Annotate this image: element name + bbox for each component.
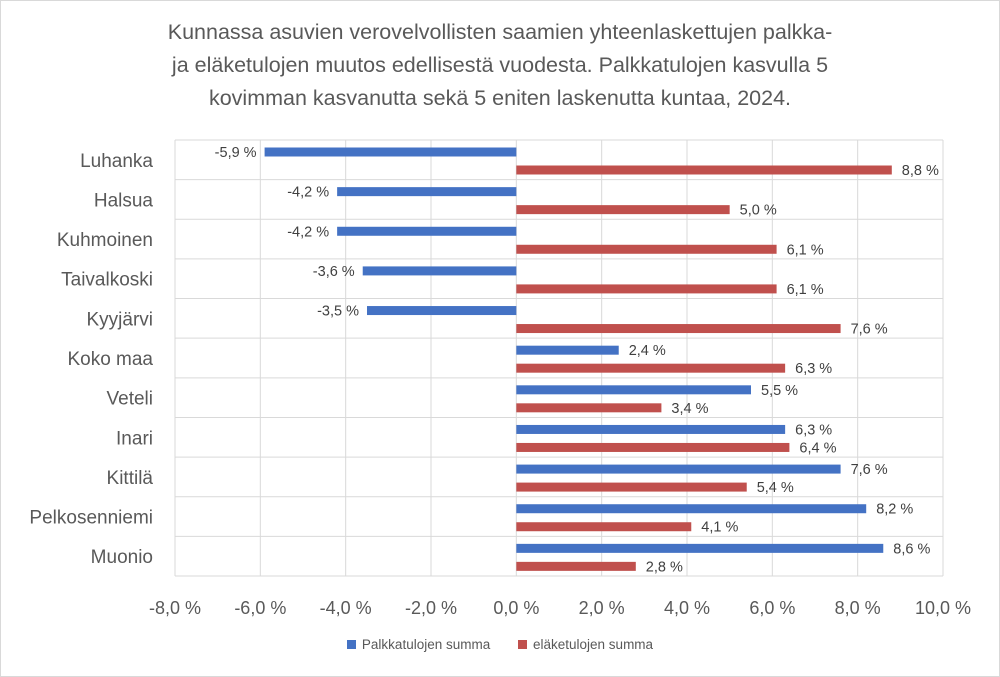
bar-elaketulot (516, 522, 692, 532)
category-label: Kittilä (107, 468, 154, 489)
data-label-palkkatulot: 6,3 % (795, 422, 832, 438)
x-tick-label: 0,0 % (493, 598, 539, 618)
bar-elaketulot (516, 205, 730, 215)
bar-palkkatulot (264, 147, 517, 157)
bar-elaketulot (516, 363, 786, 373)
x-tick-label: 2,0 % (579, 598, 625, 618)
data-label-elaketulot: 5,4 % (757, 480, 794, 496)
data-label-palkkatulot: -4,2 % (287, 185, 329, 201)
x-tick-label: 8,0 % (835, 598, 881, 618)
x-tick-label: -4,0 % (320, 598, 372, 618)
x-tick-label: 4,0 % (664, 598, 710, 618)
bar-elaketulot (516, 403, 662, 413)
x-tick-label: -6,0 % (234, 598, 286, 618)
legend-swatch-pensions (518, 639, 527, 649)
data-label-palkkatulot: 2,4 % (629, 343, 666, 359)
bar-elaketulot (516, 442, 790, 452)
data-label-elaketulot: 3,4 % (671, 401, 708, 417)
category-label: Muonio (91, 547, 153, 568)
data-label-palkkatulot: 7,6 % (851, 462, 888, 478)
data-label-elaketulot: 6,1 % (787, 242, 824, 258)
data-label-palkkatulot: 5,5 % (761, 383, 798, 399)
data-label-elaketulot: 6,3 % (795, 361, 832, 377)
bar-elaketulot (516, 284, 777, 294)
bar-palkkatulot (516, 543, 884, 553)
data-label-palkkatulot: -4,2 % (287, 224, 329, 240)
legend-item-pensions[interactable]: eläketulojen summa (518, 637, 653, 652)
bar-palkkatulot (362, 266, 517, 276)
data-label-palkkatulot: -3,5 % (317, 304, 359, 320)
bar-palkkatulot (516, 385, 751, 395)
bar-palkkatulot (516, 504, 867, 514)
bar-palkkatulot (337, 226, 517, 236)
chart-title-line: Kunnassa asuvien verovelvollisten saamie… (167, 20, 833, 44)
legend-item-wages[interactable]: Palkkatulojen summa (346, 637, 491, 652)
chart-title: Kunnassa asuvien verovelvollisten saamie… (60, 16, 940, 115)
bar-palkkatulot (516, 424, 786, 434)
legend-swatch-wages (346, 639, 356, 649)
data-label-elaketulot: 6,4 % (799, 440, 836, 456)
bar-palkkatulot (516, 464, 841, 474)
x-tick-label: 10,0 % (915, 598, 971, 618)
category-label: Kuhmoinen (57, 230, 153, 251)
data-label-elaketulot: 5,0 % (740, 203, 777, 219)
bar-elaketulot (516, 165, 892, 175)
data-label-elaketulot: 6,1 % (787, 282, 824, 298)
data-label-palkkatulot: -3,6 % (313, 264, 355, 280)
data-label-elaketulot: 8,8 % (902, 163, 939, 179)
legend-label-pensions: eläketulojen summa (533, 637, 654, 652)
x-tick-label: -2,0 % (405, 598, 457, 618)
category-label: Luhanka (80, 151, 153, 172)
bar-elaketulot (516, 561, 636, 571)
data-label-elaketulot: 7,6 % (851, 322, 888, 338)
legend-label-wages: Palkkatulojen summa (361, 637, 491, 652)
chart-title-line: ja eläketulojen muutos edellisestä vuode… (171, 53, 829, 77)
chart-legend: Palkkatulojen summa eläketulojen summa (0, 637, 1000, 652)
category-label: Veteli (107, 389, 153, 410)
bar-elaketulot (516, 482, 747, 492)
category-label: Pelkosenniemi (29, 508, 153, 529)
bar-palkkatulot (337, 187, 517, 197)
data-label-palkkatulot: 8,6 % (893, 541, 930, 557)
data-label-elaketulot: 4,1 % (701, 520, 738, 536)
bar-elaketulot (516, 244, 777, 254)
x-tick-label: -8,0 % (149, 598, 201, 618)
x-tick-label: 6,0 % (749, 598, 795, 618)
bar-palkkatulot (516, 345, 619, 355)
data-label-palkkatulot: -5,9 % (215, 145, 257, 161)
data-label-palkkatulot: 8,2 % (876, 502, 913, 518)
category-label: Koko maa (67, 349, 153, 370)
bar-elaketulot (516, 324, 841, 334)
category-label: Kyyjärvi (86, 309, 153, 330)
bar-palkkatulot (367, 306, 517, 316)
category-label: Inari (116, 428, 153, 449)
chart-title-line: kovimman kasvanutta sekä 5 eniten lasken… (208, 86, 792, 110)
data-label-elaketulot: 2,8 % (646, 559, 683, 575)
category-label: Taivalkoski (61, 270, 153, 291)
category-label: Halsua (94, 190, 154, 211)
